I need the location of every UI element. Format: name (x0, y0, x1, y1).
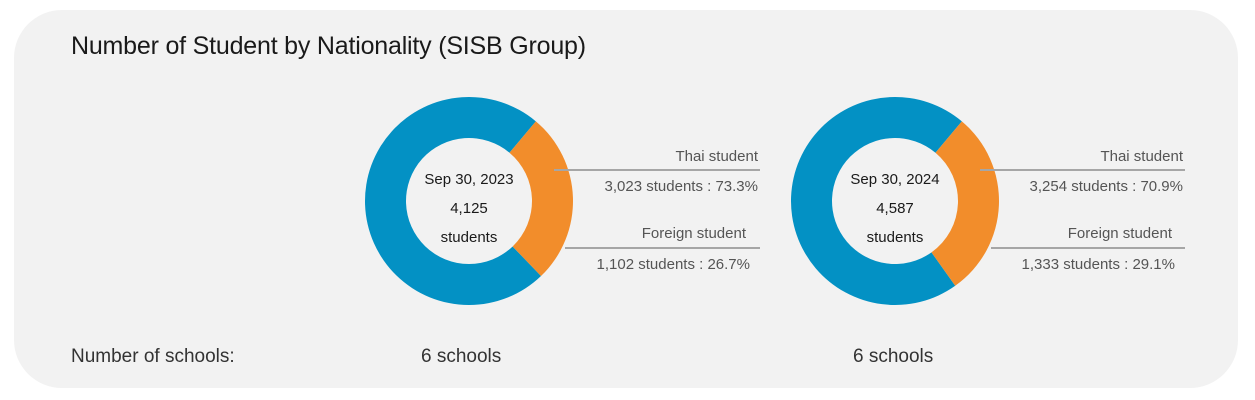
schools-count-2024: 6 schools (853, 346, 934, 367)
thai-value-label: 3,023 students : 73.3% (604, 178, 758, 195)
foreign-slice (509, 121, 573, 277)
schools-label: Number of schools: (71, 346, 235, 367)
chart-date: Sep 30, 2024 (850, 171, 940, 188)
donut-center-2024: Sep 30, 2024 4,587 students (830, 165, 960, 252)
foreign-slice (931, 121, 1000, 286)
chart-total: 4,587 (876, 200, 914, 217)
nationality-card: Number of Student by Nationality (SISB G… (14, 10, 1238, 388)
thai-legend-label: Thai student (1100, 148, 1183, 165)
chart-total-unit: students (440, 229, 498, 246)
chart-total: 4,125 (450, 200, 488, 217)
thai-legend-label: Thai student (675, 148, 758, 165)
donut-charts (365, 96, 1185, 305)
donut-chart-2023 (365, 96, 760, 305)
thai-slice (365, 96, 542, 305)
chart-date: Sep 30, 2023 (424, 171, 514, 188)
donut-center-2023: Sep 30, 2023 4,125 students (404, 165, 534, 252)
foreign-value-label: 1,333 students : 29.1% (1021, 256, 1175, 273)
chart-total-unit: students (866, 229, 924, 246)
foreign-value-label: 1,102 students : 26.7% (596, 256, 750, 273)
foreign-legend-label: Foreign student (641, 225, 746, 242)
schools-count-2023: 6 schools (421, 346, 502, 367)
thai-value-label: 3,254 students : 70.9% (1029, 178, 1183, 195)
foreign-legend-label: Foreign student (1067, 225, 1172, 242)
donut-chart-2024 (791, 97, 1185, 305)
thai-slice (791, 97, 962, 305)
card-title: Number of Student by Nationality (SISB G… (71, 32, 586, 60)
